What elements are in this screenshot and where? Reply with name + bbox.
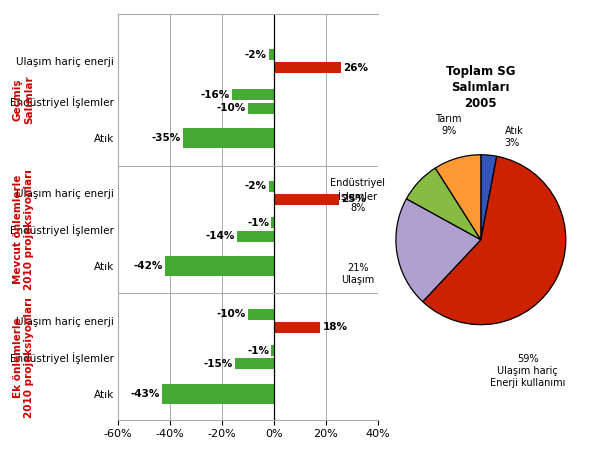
Text: -14%: -14% <box>206 231 235 241</box>
Bar <box>271 345 274 356</box>
Wedge shape <box>407 168 481 240</box>
Bar <box>237 230 274 242</box>
Text: Ek önlemlerle
2010 projeksiyonları: Ek önlemlerle 2010 projeksiyonları <box>13 297 34 418</box>
Bar <box>274 322 320 333</box>
Text: Geçmiş
Salımlar: Geçmiş Salımlar <box>13 76 34 124</box>
Text: 18%: 18% <box>323 322 348 332</box>
Bar <box>274 194 339 205</box>
Text: Mevcut önlemlerle
2010 projeksiyonları: Mevcut önlemlerle 2010 projeksiyonları <box>13 169 34 290</box>
Text: -2%: -2% <box>244 181 267 191</box>
Text: -35%: -35% <box>152 133 181 143</box>
Text: -1%: -1% <box>247 346 269 356</box>
Bar <box>271 218 274 228</box>
Wedge shape <box>396 199 481 301</box>
Text: 21%
Ulaşım: 21% Ulaşım <box>341 263 374 284</box>
Wedge shape <box>481 155 497 240</box>
Bar <box>268 49 274 60</box>
Text: -10%: -10% <box>217 309 245 319</box>
Bar <box>162 384 274 404</box>
Text: 59%
Ulaşım hariç
Enerji kullanımı: 59% Ulaşım hariç Enerji kullanımı <box>490 355 565 388</box>
Bar <box>268 181 274 192</box>
Text: -42%: -42% <box>133 261 163 271</box>
Wedge shape <box>435 155 481 240</box>
Text: Atık
3%: Atık 3% <box>504 126 523 148</box>
Text: -2%: -2% <box>244 50 267 60</box>
Text: Tarım
9%: Tarım 9% <box>435 114 462 136</box>
Bar <box>232 89 274 100</box>
Text: -10%: -10% <box>217 103 245 113</box>
Text: 25%: 25% <box>341 195 366 205</box>
Bar <box>165 256 274 276</box>
Text: Endüstriyel
İşlemler
8%: Endüstriyel İşlemler 8% <box>330 178 385 213</box>
Bar <box>183 128 274 148</box>
Title: Toplam SG
Salımları
2005: Toplam SG Salımları 2005 <box>446 65 516 110</box>
Bar <box>235 359 274 369</box>
Text: -43%: -43% <box>130 389 160 399</box>
Text: -1%: -1% <box>247 218 269 228</box>
Text: -15%: -15% <box>204 359 232 369</box>
Wedge shape <box>422 156 566 325</box>
Text: 26%: 26% <box>343 63 368 73</box>
Bar <box>248 309 274 320</box>
Bar <box>274 62 341 73</box>
Bar <box>248 103 274 113</box>
Text: -16%: -16% <box>201 90 230 100</box>
